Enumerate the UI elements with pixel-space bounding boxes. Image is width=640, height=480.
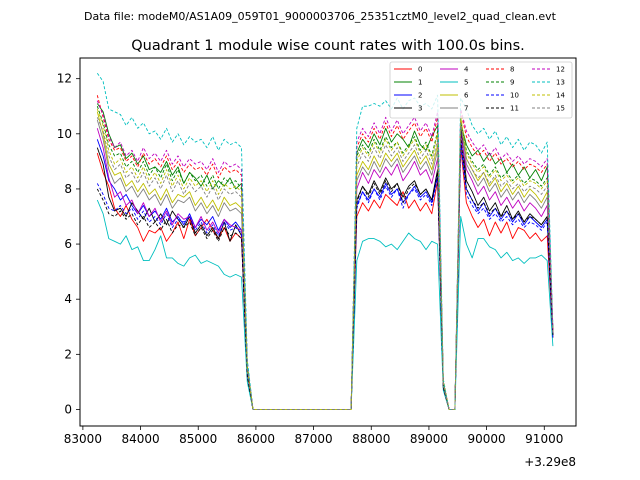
chart-title: Quadrant 1 module wise count rates with … — [131, 38, 525, 54]
legend-label-8: 8 — [510, 66, 514, 74]
series-line-8 — [96, 95, 554, 410]
legend-label-0: 0 — [418, 66, 422, 74]
y-tick-label: 12 — [57, 72, 72, 86]
legend-label-14: 14 — [556, 92, 565, 100]
legend-label-6: 6 — [464, 92, 469, 100]
x-tick-label: 83000 — [64, 432, 102, 446]
y-tick-label: 0 — [64, 402, 72, 416]
legend-label-7: 7 — [464, 105, 468, 113]
legend-label-1: 1 — [418, 79, 422, 87]
legend-label-15: 15 — [556, 105, 565, 113]
y-tick-label: 2 — [64, 347, 72, 361]
x-tick-label: 90000 — [468, 432, 506, 446]
legend-box — [389, 61, 573, 119]
plot-lines — [96, 72, 554, 410]
legend-label-12: 12 — [556, 66, 565, 74]
legend-label-10: 10 — [510, 92, 519, 100]
legend-label-9: 9 — [510, 79, 514, 87]
legend-label-2: 2 — [418, 92, 422, 100]
series-line-13 — [96, 72, 554, 410]
x-tick-label: 88000 — [352, 432, 390, 446]
x-tick-label: 89000 — [410, 432, 448, 446]
x-tick-label: 91000 — [525, 432, 563, 446]
legend-label-13: 13 — [556, 79, 565, 87]
x-tick-label: 84000 — [121, 432, 159, 446]
y-tick-label: 6 — [64, 237, 72, 251]
x-offset-label: +3.29e8 — [524, 455, 576, 469]
series-line-10 — [96, 144, 554, 410]
axes-frame — [79, 57, 577, 427]
data-file-suptitle: Data file: modeM0/AS1A09_059T01_90000037… — [84, 10, 557, 23]
series-line-12 — [96, 100, 554, 410]
legend-label-11: 11 — [510, 105, 519, 113]
legend-label-4: 4 — [464, 66, 469, 74]
x-tick-label: 86000 — [237, 432, 275, 446]
y-tick-label: 10 — [57, 127, 72, 141]
series-line-14 — [96, 108, 554, 410]
y-tick-label: 8 — [64, 182, 72, 196]
x-axis: 83000 84000 85000 86000 87000 88000 89000 90000… — [64, 426, 563, 446]
x-tick-label: 85000 — [179, 432, 217, 446]
legend-label-3: 3 — [418, 105, 422, 113]
x-tick-label: 87000 — [294, 432, 332, 446]
legend-label-5: 5 — [464, 79, 468, 87]
y-axis: 0 2 4 6 8 10 12 — [57, 72, 80, 416]
series-line-15 — [96, 117, 554, 410]
y-tick-label: 4 — [64, 292, 72, 306]
